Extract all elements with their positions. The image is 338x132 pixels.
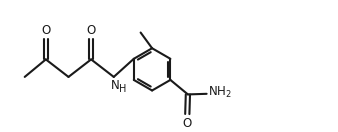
Text: O: O	[41, 24, 50, 37]
Text: NH$_2$: NH$_2$	[208, 85, 232, 100]
Text: N: N	[111, 79, 119, 92]
Text: O: O	[183, 117, 192, 130]
Text: H: H	[119, 84, 126, 94]
Text: O: O	[87, 24, 96, 37]
